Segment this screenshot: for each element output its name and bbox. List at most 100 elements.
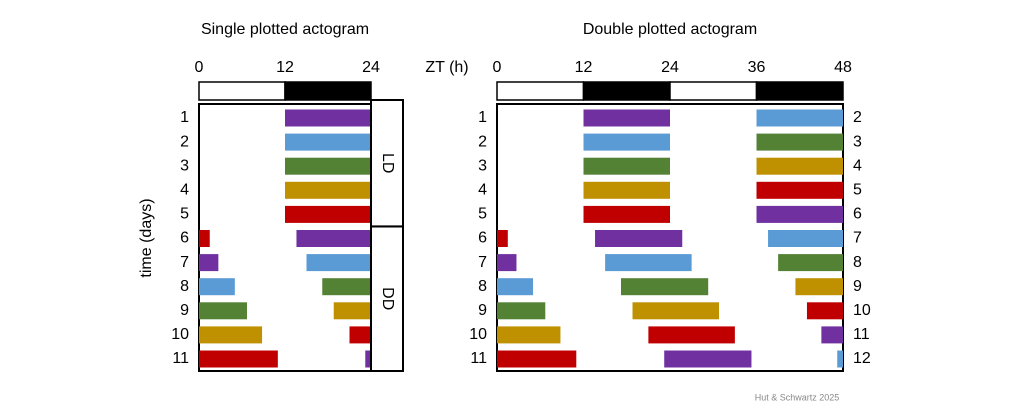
activity-bar [333,302,371,320]
activity-bar [778,254,843,272]
row-label-right: 9 [853,278,862,295]
row-label-right: 3 [853,133,862,150]
activity-bar [821,326,843,344]
row-label-right: 8 [853,254,862,271]
activity-bar [632,302,720,320]
activity-bar [199,254,219,272]
activity-bar [583,157,670,175]
row-label: 4 [478,182,487,199]
x-tick-label: 0 [493,59,502,76]
activity-bar [648,326,735,344]
activity-bar [199,302,248,320]
activity-bar [285,205,371,223]
x-axis-label: ZT (h) [425,59,468,76]
activity-bar [497,326,561,344]
activity-bar [497,350,577,368]
credit: Hut & Schwartz 2025 [755,392,840,402]
row-label-right: 10 [853,302,871,319]
activity-bar [756,205,843,223]
activity-bar [199,350,278,368]
activity-bar [806,302,843,320]
light-dark-segment [198,81,286,101]
row-label: 4 [180,182,189,199]
activity-bar [768,230,843,247]
activity-bar [296,230,371,247]
x-tick-label: 48 [834,59,852,76]
row-label-right: 2 [853,109,862,126]
activity-bar [285,157,371,175]
activity-bar [285,133,371,151]
light-dark-segment [496,81,585,101]
row-label: 3 [478,157,487,174]
row-label: 1 [180,109,189,126]
light-dark-segment [669,81,758,101]
activity-bar [595,230,683,247]
activity-bar [199,278,235,296]
row-label: 2 [478,133,487,150]
activity-bar [795,278,843,296]
row-label-right: 12 [853,350,871,367]
row-label: 9 [180,302,189,319]
row-label-right: 7 [853,230,862,247]
row-label: 6 [180,230,189,247]
activity-bar [583,181,670,199]
row-label: 10 [171,326,189,343]
activity-bar [837,350,843,368]
row-label: 1 [478,109,487,126]
row-label: 2 [180,133,189,150]
activity-bar [285,181,371,199]
activity-bar [497,254,517,272]
activity-bar [583,109,670,127]
activity-bar [605,254,692,272]
light-dark-segment [284,81,372,101]
chart-title: Double plotted actogram [583,21,757,38]
activity-bar [756,157,843,175]
activity-bar [322,278,371,296]
activity-bar [497,230,508,247]
activity-bar [285,109,371,127]
activity-bar [756,109,843,127]
light-dark-segment [755,81,844,101]
row-label: 5 [478,206,487,223]
row-label: 7 [478,254,487,271]
row-label-right: 11 [853,326,870,343]
activity-bar [756,133,843,151]
x-tick-label: 12 [276,59,294,76]
x-tick-label: 12 [575,59,593,76]
y-axis-label: time (days) [138,198,155,277]
activity-bar [756,181,843,199]
row-label: 9 [478,302,487,319]
row-label-right: 4 [853,157,862,174]
activity-bar [583,205,670,223]
activity-bar [583,133,670,151]
row-label: 11 [172,350,189,367]
x-tick-label: 0 [195,59,204,76]
row-label-right: 5 [853,182,862,199]
x-tick-label: 24 [661,59,679,76]
x-tick-label: 36 [748,59,766,76]
activity-bar [199,326,263,344]
row-label: 11 [470,350,487,367]
activity-bar [365,350,371,368]
chart-title: Single plotted actogram [201,21,369,38]
condition-label: DD [379,287,396,310]
row-label: 7 [180,254,189,271]
row-label: 3 [180,157,189,174]
activity-bar [349,326,371,344]
row-label: 10 [469,326,487,343]
x-tick-label: 24 [362,59,380,76]
light-dark-segment [582,81,671,101]
condition-box [370,225,404,372]
row-label-right: 6 [853,206,862,223]
activity-bar [664,350,752,368]
activity-bar [620,278,709,296]
activity-bar [497,302,546,320]
activity-bar [497,278,534,296]
row-label: 6 [478,230,487,247]
activity-bar [199,230,210,247]
row-label: 8 [478,278,487,295]
row-label: 5 [180,206,189,223]
row-label: 8 [180,278,189,295]
condition-label: LD [379,153,396,173]
